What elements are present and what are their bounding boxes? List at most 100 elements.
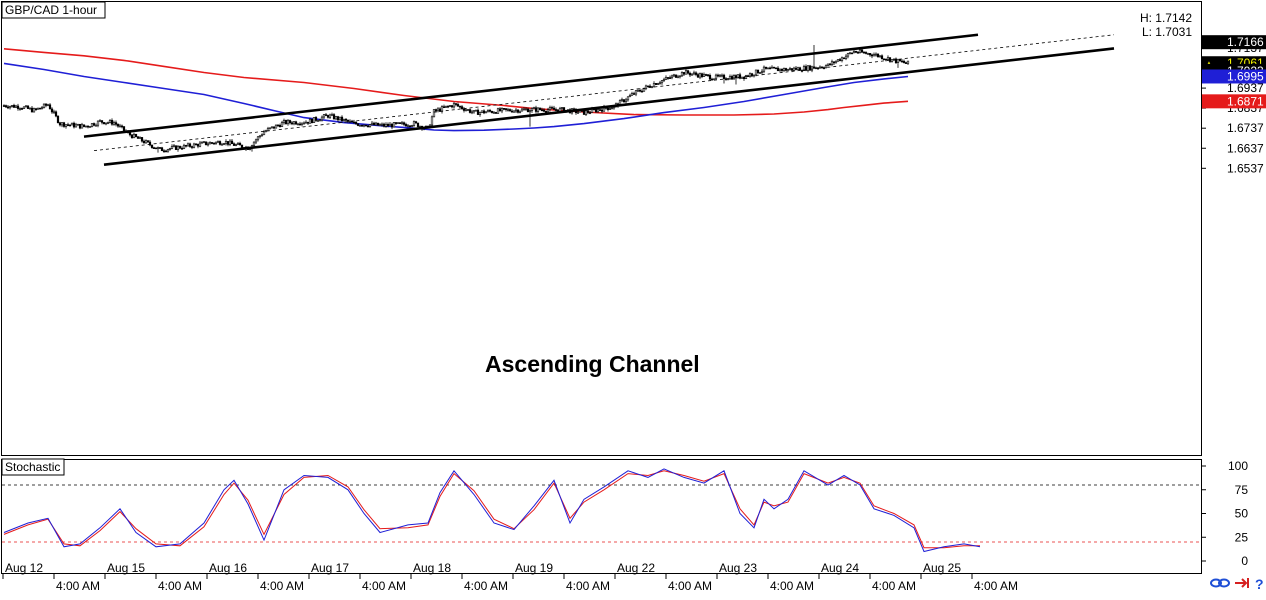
- candle: [120, 124, 124, 129]
- help-icon[interactable]: ?: [1255, 576, 1264, 592]
- candle-body-up: [316, 120, 320, 122]
- candle-body-up: [452, 103, 456, 108]
- candle-body-up: [330, 114, 334, 116]
- candle-body-down: [134, 133, 138, 138]
- candle: [722, 73, 726, 84]
- candle-body-down: [232, 143, 236, 146]
- candle: [278, 123, 282, 128]
- candle-body-down: [150, 144, 154, 148]
- candle-body-down: [764, 66, 768, 69]
- candle-body-up: [362, 124, 366, 127]
- candle-body-down: [226, 141, 230, 145]
- stochastic-tick-label: 100: [1228, 459, 1248, 473]
- candle: [358, 124, 362, 127]
- candle: [86, 125, 90, 129]
- candle-body-down: [158, 147, 162, 149]
- candle: [550, 105, 554, 109]
- candle-body-down: [554, 109, 558, 111]
- candle-body-up: [70, 122, 74, 126]
- candle-body-down: [414, 121, 418, 124]
- candle: [168, 147, 172, 151]
- candle-body-up: [318, 119, 322, 122]
- candle: [894, 57, 898, 65]
- candle-body-down: [20, 108, 24, 110]
- candle-body-up: [676, 76, 680, 79]
- candle-body-down: [212, 142, 216, 145]
- candle: [136, 136, 140, 139]
- candle-body-down: [586, 110, 590, 113]
- candle-body-up: [548, 107, 552, 110]
- candle-body-up: [906, 60, 910, 64]
- candle: [410, 124, 414, 128]
- candle: [234, 143, 238, 147]
- candle-body-up: [268, 127, 272, 130]
- candle-body-down: [116, 124, 120, 127]
- candle-body-up: [480, 110, 484, 113]
- link-icon[interactable]: [1210, 578, 1230, 588]
- candle-body-down: [288, 120, 292, 124]
- candle: [12, 103, 16, 108]
- candle: [206, 141, 210, 147]
- candle: [666, 77, 670, 80]
- candle: [196, 143, 200, 149]
- candle-body-up: [8, 106, 12, 109]
- candle: [832, 61, 836, 66]
- candle-body-down: [458, 105, 462, 108]
- candle-body-up: [42, 103, 46, 108]
- candle: [532, 106, 536, 110]
- candle: [620, 97, 624, 102]
- candle-body-down: [398, 122, 402, 124]
- candle: [878, 55, 882, 58]
- candle: [176, 145, 180, 152]
- candle: [346, 119, 350, 124]
- candle-body-down: [498, 108, 502, 112]
- candle: [502, 108, 506, 111]
- candle-body-down: [12, 104, 16, 108]
- candle: [698, 72, 702, 80]
- candle: [560, 107, 564, 111]
- candle: [364, 124, 368, 127]
- candle-body-up: [88, 126, 92, 128]
- price-tag: 1.7166: [1202, 35, 1266, 50]
- candle-body-down: [606, 108, 610, 110]
- candle: [18, 107, 22, 111]
- candle-body-down: [632, 93, 636, 95]
- candle: [28, 107, 32, 110]
- candle: [514, 107, 518, 113]
- candle: [738, 72, 742, 80]
- candle-body-up: [630, 93, 634, 96]
- candle-body-down: [346, 119, 350, 122]
- candle: [272, 126, 276, 130]
- candle: [774, 67, 778, 70]
- candle: [270, 126, 274, 129]
- candle: [406, 123, 410, 128]
- candle-body-up: [90, 123, 94, 127]
- candle: [552, 105, 556, 110]
- candle-body-down: [454, 103, 458, 105]
- candle: [338, 116, 342, 121]
- candle-body-down: [382, 123, 386, 127]
- candle: [626, 96, 630, 102]
- candle-body-up: [840, 57, 844, 61]
- candle: [904, 61, 908, 64]
- candle: [690, 73, 694, 76]
- candle-body-up: [270, 126, 274, 129]
- candle-body-down: [832, 61, 836, 64]
- candle-body-up: [470, 111, 474, 114]
- candle-body-up: [214, 141, 218, 144]
- time-tick-label: 4:00 AM: [668, 579, 712, 593]
- candle: [184, 144, 188, 148]
- candle: [476, 108, 480, 115]
- candle-body-down: [800, 70, 804, 72]
- candle: [400, 120, 404, 125]
- time-tick-label: 4:00 AM: [362, 579, 406, 593]
- arrow-right-icon[interactable]: [1235, 578, 1249, 588]
- candle-body-down: [476, 109, 480, 115]
- candle: [474, 109, 478, 112]
- candle-body-up: [486, 110, 490, 113]
- candle: [134, 133, 138, 138]
- candle-body-up: [678, 75, 682, 78]
- candle-body-up: [680, 72, 684, 77]
- candle: [772, 66, 776, 69]
